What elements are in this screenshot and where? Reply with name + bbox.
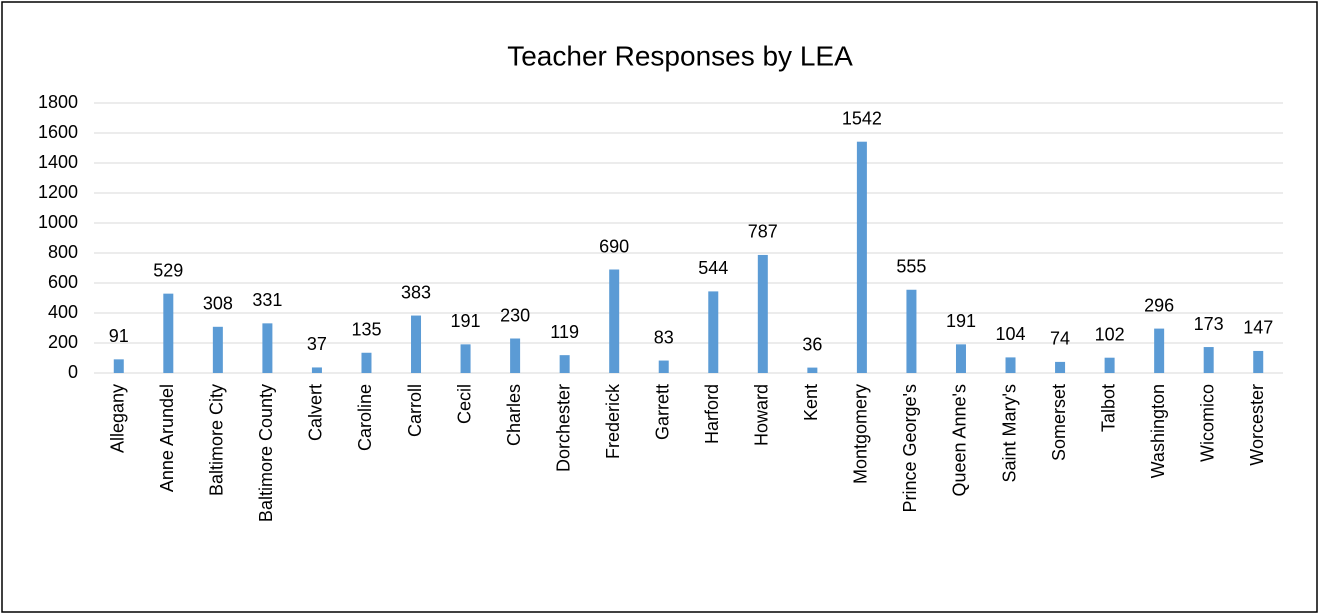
bar bbox=[411, 315, 422, 373]
data-label: 147 bbox=[1243, 318, 1273, 338]
data-label: 308 bbox=[203, 294, 233, 314]
data-label: 191 bbox=[946, 311, 976, 331]
data-label: 36 bbox=[802, 334, 822, 354]
bar bbox=[460, 344, 471, 373]
x-tick-label: Queen Anne's bbox=[950, 384, 970, 497]
chart-title: Teacher Responses by LEA bbox=[507, 40, 853, 71]
data-label: 37 bbox=[307, 334, 327, 354]
x-tick-label: Prince George's bbox=[900, 384, 920, 513]
bar bbox=[1154, 328, 1165, 373]
y-tick-label: 400 bbox=[48, 302, 78, 322]
bar bbox=[311, 367, 322, 373]
x-tick-label: Somerset bbox=[1049, 384, 1069, 461]
x-tick-label: Anne Arundel bbox=[157, 384, 177, 492]
x-tick-label: Worcester bbox=[1247, 384, 1267, 466]
bar bbox=[262, 323, 273, 373]
x-tick-label: Baltimore County bbox=[256, 384, 276, 522]
data-label: 173 bbox=[1194, 314, 1224, 334]
bar bbox=[163, 293, 174, 373]
y-tick-label: 1000 bbox=[38, 212, 78, 232]
data-label: 544 bbox=[698, 258, 728, 278]
y-tick-label: 1800 bbox=[38, 92, 78, 112]
x-tick-label: Montgomery bbox=[851, 384, 871, 484]
bar bbox=[1055, 361, 1066, 373]
data-label: 1542 bbox=[842, 108, 882, 128]
x-tick-label: Dorchester bbox=[553, 384, 573, 472]
data-label: 104 bbox=[995, 324, 1025, 344]
bar bbox=[212, 326, 223, 373]
data-label: 191 bbox=[451, 311, 481, 331]
x-tick-label: Calvert bbox=[306, 384, 326, 441]
x-tick-label: Kent bbox=[801, 384, 821, 421]
x-tick-label: Howard bbox=[752, 384, 772, 446]
data-label: 135 bbox=[351, 320, 381, 340]
x-tick-label: Wicomico bbox=[1197, 384, 1217, 462]
bar bbox=[658, 360, 669, 373]
x-tick-label: Allegany bbox=[108, 384, 128, 453]
data-label: 83 bbox=[654, 327, 674, 347]
x-tick-label: Baltimore City bbox=[207, 384, 227, 496]
data-label: 91 bbox=[109, 326, 129, 346]
data-label: 102 bbox=[1095, 324, 1125, 344]
y-tick-label: 600 bbox=[48, 272, 78, 292]
x-tick-label: Carroll bbox=[405, 384, 425, 437]
data-label: 230 bbox=[500, 305, 530, 325]
bar bbox=[955, 344, 966, 373]
bar bbox=[807, 367, 818, 373]
data-label: 119 bbox=[550, 322, 579, 342]
y-tick-label: 1200 bbox=[38, 182, 78, 202]
y-tick-label: 0 bbox=[68, 362, 78, 382]
bar bbox=[609, 269, 620, 373]
bar bbox=[1005, 357, 1016, 373]
data-label: 787 bbox=[748, 222, 778, 242]
bar bbox=[113, 359, 124, 373]
bar bbox=[510, 338, 521, 373]
bar bbox=[906, 289, 917, 373]
x-tick-label: Charles bbox=[504, 384, 524, 446]
data-label: 529 bbox=[153, 260, 183, 280]
data-label: 690 bbox=[599, 236, 629, 256]
y-tick-label: 1600 bbox=[38, 122, 78, 142]
bar bbox=[1203, 347, 1214, 373]
y-tick-label: 800 bbox=[48, 242, 78, 262]
x-tick-label: Garrett bbox=[652, 384, 672, 440]
data-label: 331 bbox=[252, 290, 282, 310]
x-tick-label: Cecil bbox=[454, 384, 474, 424]
y-tick-label: 200 bbox=[48, 332, 78, 352]
bar bbox=[361, 352, 372, 373]
bar bbox=[1104, 357, 1115, 373]
y-tick-label: 1400 bbox=[38, 152, 78, 172]
bar bbox=[559, 355, 570, 373]
x-tick-label: Saint Mary's bbox=[999, 384, 1019, 482]
data-label: 555 bbox=[896, 257, 926, 277]
x-tick-label: Frederick bbox=[603, 383, 623, 459]
bar bbox=[757, 254, 768, 373]
data-label: 74 bbox=[1050, 329, 1070, 349]
data-label: 383 bbox=[401, 282, 431, 302]
bar bbox=[708, 291, 719, 373]
x-tick-label: Harford bbox=[702, 384, 722, 444]
bar bbox=[1253, 350, 1264, 373]
x-tick-label: Caroline bbox=[355, 384, 375, 451]
data-label: 296 bbox=[1144, 295, 1174, 315]
bar bbox=[856, 141, 867, 373]
x-tick-label: Talbot bbox=[1098, 384, 1118, 432]
x-tick-label: Washington bbox=[1148, 384, 1168, 478]
